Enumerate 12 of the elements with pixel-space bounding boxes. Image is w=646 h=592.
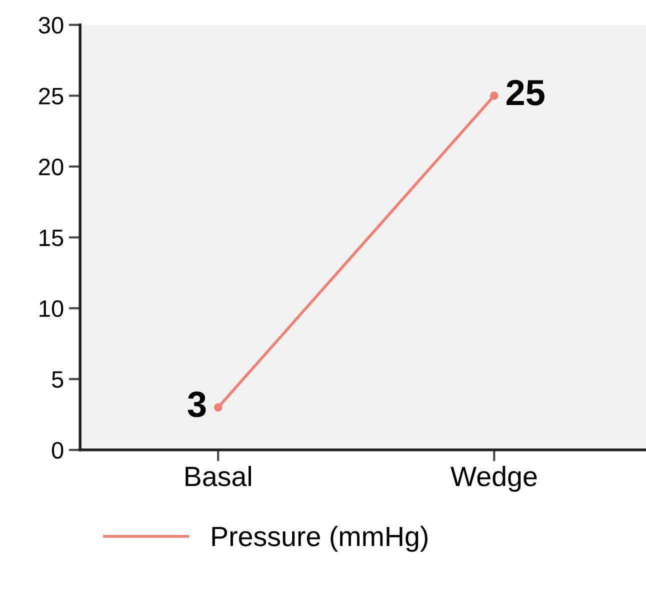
y-tick-label: 5 bbox=[52, 371, 64, 388]
x-tick-label: Basal bbox=[186, 466, 252, 486]
y-tick-label: 20 bbox=[39, 158, 64, 176]
y-tick-label: 10 bbox=[40, 300, 64, 318]
x-tick-label: Wedge bbox=[450, 466, 537, 492]
legend-label: Pressure (mmHg) bbox=[212, 526, 428, 552]
y-tick-label: 15 bbox=[40, 230, 64, 246]
y-tick-label: 25 bbox=[39, 88, 64, 104]
y-tick-label: 0 bbox=[52, 442, 64, 459]
data-label: 3 bbox=[188, 392, 206, 418]
data-label: 25 bbox=[506, 80, 544, 106]
y-tick-label: 30 bbox=[38, 16, 64, 34]
